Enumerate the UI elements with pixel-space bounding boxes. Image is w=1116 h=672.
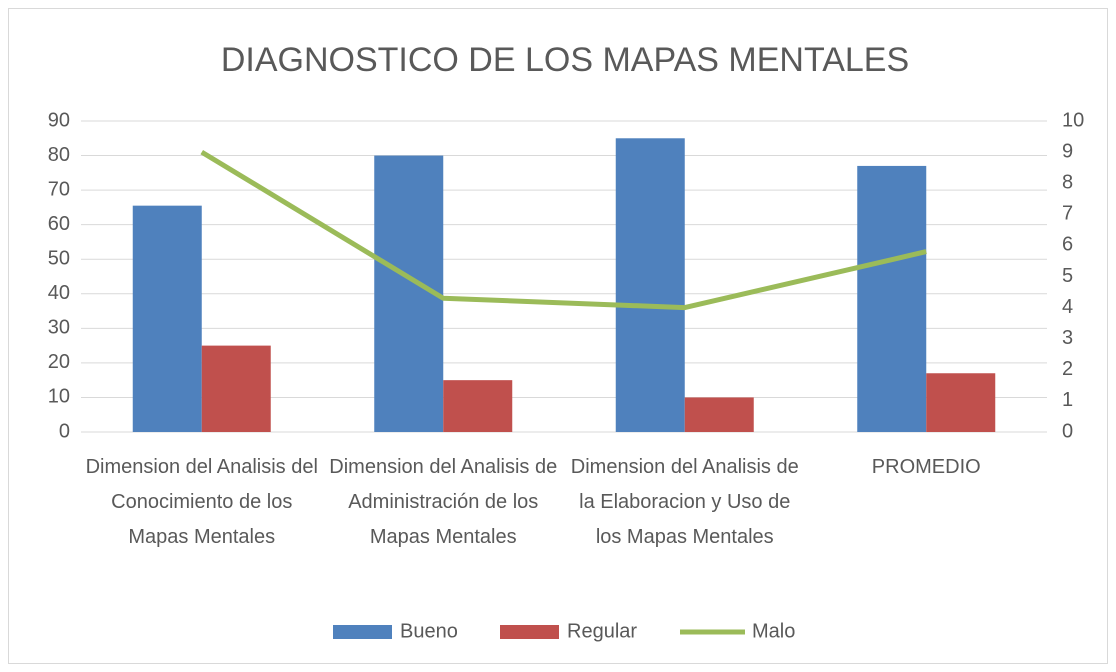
y-tick-label: 40: [48, 282, 70, 304]
y-tick-label: 60: [48, 213, 70, 235]
legend-label: Bueno: [400, 620, 458, 642]
y2-tick-label: 9: [1062, 140, 1073, 162]
bar: [857, 165, 927, 432]
y-tick-label: 30: [48, 317, 70, 339]
y2-tick-label: 2: [1062, 358, 1073, 380]
legend-label: Regular: [567, 620, 637, 642]
y-tick-label: 50: [48, 248, 70, 270]
y2-tick-label: 8: [1062, 171, 1073, 193]
bar: [201, 345, 271, 432]
y-tick-label: 70: [48, 178, 70, 200]
y-tick-label: 20: [48, 351, 70, 373]
x-tick-label: PROMEDIO: [871, 456, 981, 478]
legend-swatch: [333, 625, 392, 639]
y2-tick-label: 6: [1062, 234, 1073, 256]
y2-tick-label: 7: [1062, 203, 1073, 225]
x-tick-label: Dimension del Analisis de la Elaboracion…: [570, 456, 799, 548]
bar: [132, 205, 202, 432]
x-tick-label: Dimension del Analisis de Administración…: [329, 456, 558, 548]
bar: [443, 380, 513, 432]
y2-tick-label: 1: [1062, 389, 1073, 411]
y-tick-label: 90: [48, 109, 70, 131]
y2-tick-label: 0: [1062, 420, 1073, 442]
chart-title: DIAGNOSTICO DE LOS MAPAS MENTALES: [221, 41, 909, 79]
y2-tick-label: 5: [1062, 265, 1073, 287]
line-series: [200, 149, 927, 311]
y-tick-label: 80: [48, 144, 70, 166]
y-tick-label: 10: [48, 386, 70, 408]
bar: [615, 138, 685, 432]
legend-swatch: [500, 625, 559, 639]
legend-label: Malo: [752, 620, 795, 642]
y-tick-label: 0: [59, 420, 70, 442]
bar: [684, 397, 754, 432]
bar: [926, 373, 996, 432]
x-tick-label: Dimension del Analisis del Conocimiento …: [85, 456, 318, 548]
y2-tick-label: 3: [1062, 327, 1073, 349]
y2-tick-label: 10: [1062, 109, 1084, 131]
y2-tick-label: 4: [1062, 296, 1073, 318]
